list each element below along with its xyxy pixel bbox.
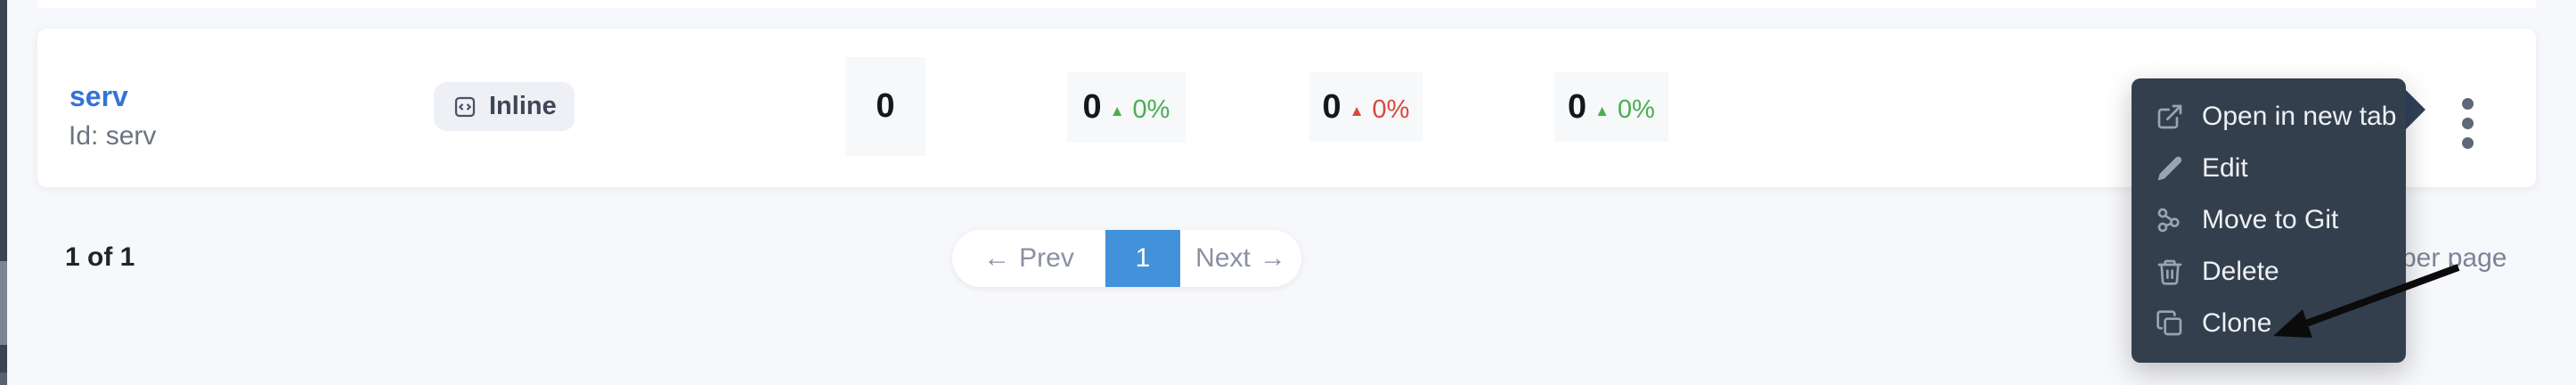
next-page-button[interactable]: Next → [1180,230,1301,287]
pagination-summary: 1 of 1 [65,242,135,272]
menu-item-delete[interactable]: Delete [2132,246,2406,298]
pencil-icon [2157,156,2182,181]
row-actions-kebab-button[interactable] [2446,87,2489,159]
external-link-icon [2157,104,2182,129]
stat-delta: 0% [1132,95,1170,124]
menu-item-clone[interactable]: Clone [2132,298,2406,349]
stat-value: 0 [1322,87,1341,126]
pagination: ← Prev 1 Next → [952,230,1301,287]
scrollbar-thumb[interactable] [0,261,7,345]
stat-value: 0 [1568,87,1587,126]
stat-cell-count: 0 [845,57,925,156]
menu-item-label: Edit [2202,153,2248,183]
arrow-right-icon: → [1259,243,1286,273]
menu-item-label: Clone [2202,308,2272,338]
badge-label: Inline [489,92,557,120]
inline-badge: Inline [434,82,575,131]
scrollbar-thumb-secondary [0,373,7,385]
clone-icon [2156,310,2182,336]
trend-up-icon: ▲ [1109,102,1125,119]
code-box-icon [454,96,476,117]
stat-cell-2: 0 ▲ 0% [1309,72,1423,142]
previous-row-edge [37,0,2536,8]
menu-item-label: Delete [2202,257,2279,286]
row-actions-menu: Open in new tab Edit Move to Git Delete [2132,78,2406,363]
menu-item-edit[interactable]: Edit [2132,143,2406,194]
stat-cell-3: 0 ▲ 0% [1554,72,1668,142]
current-page-button[interactable]: 1 [1105,230,1180,287]
kebab-dot [2461,97,2474,110]
prev-label: Prev [1019,243,1074,273]
service-row: serv Id: serv Inline 0 0 ▲ 0% 0 ▲ 0% 0 ▲… [37,29,2536,187]
prev-page-button[interactable]: ← Prev [952,230,1105,287]
next-label: Next [1195,243,1251,273]
menu-caret [2404,88,2425,131]
menu-item-label: Move to Git [2202,205,2339,234]
stat-value: 0 [1082,88,1102,126]
git-branch-icon [2157,208,2180,233]
menu-item-open-in-new-tab[interactable]: Open in new tab [2132,91,2406,143]
stat-delta: 0% [1372,94,1410,124]
trend-up-icon: ▲ [1594,102,1610,119]
menu-item-label: Open in new tab [2202,102,2397,131]
service-id-label: Id: serv [69,121,157,151]
menu-item-move-to-git[interactable]: Move to Git [2132,194,2406,246]
kebab-dot [2461,136,2474,149]
left-scrollbar-track [0,0,7,385]
service-name-link[interactable]: serv [69,80,128,112]
per-page-label: per page [2401,243,2507,273]
kebab-dot [2461,117,2474,129]
trend-up-icon: ▲ [1349,102,1365,119]
stat-delta: 0% [1618,94,1655,124]
arrow-left-icon: ← [983,243,1011,273]
stat-value: 0 [876,87,895,125]
stat-cell-1: 0 ▲ 0% [1067,72,1186,143]
trash-icon [2157,259,2182,285]
